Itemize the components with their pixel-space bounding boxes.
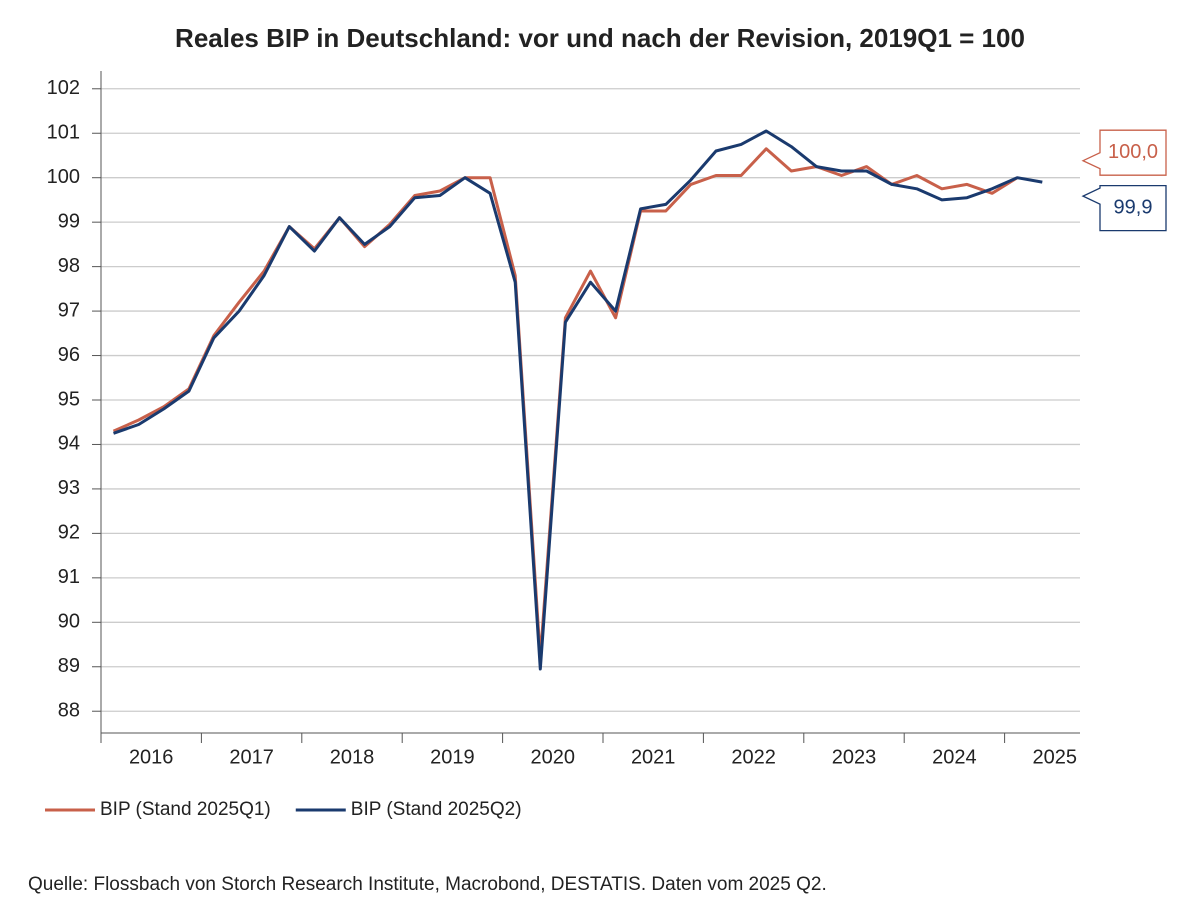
y-tick-label: 98: [58, 255, 80, 277]
y-tick-label: 100: [47, 166, 80, 188]
x-tick-label: 2024: [932, 746, 977, 768]
y-tick-label: 92: [58, 522, 80, 544]
y-tick-label: 91: [58, 566, 80, 588]
value-label: 99,9: [1114, 196, 1153, 218]
legend-label: BIP (Stand 2025Q2): [351, 799, 522, 820]
chart-title: Reales BIP in Deutschland: vor und nach …: [175, 23, 1025, 53]
y-tick-label: 94: [58, 433, 80, 455]
y-tick-label: 97: [58, 299, 80, 321]
x-tick-label: 2023: [832, 746, 877, 768]
x-tick-label: 2022: [731, 746, 776, 768]
series-line: [113, 129, 1043, 671]
y-tick-label: 89: [58, 655, 80, 677]
x-tick-label: 2019: [430, 746, 475, 768]
source-note: Quelle: Flossbach von Storch Research In…: [28, 874, 827, 895]
x-tick-label: 2018: [330, 746, 375, 768]
series-line: [112, 147, 1018, 660]
legend-label: BIP (Stand 2025Q1): [100, 799, 271, 820]
value-label: 100,0: [1108, 141, 1158, 163]
x-tick-label: 2017: [229, 746, 274, 768]
x-tick-label: 2016: [129, 746, 174, 768]
callout-box: [1081, 129, 1167, 176]
y-tick-label: 88: [58, 699, 80, 721]
y-tick-label: 99: [58, 210, 80, 232]
x-tick-label: 2025: [1033, 746, 1078, 768]
y-tick-label: 96: [58, 344, 80, 366]
x-tick-label: 2021: [631, 746, 676, 768]
y-tick-label: 90: [58, 611, 80, 633]
y-tick-label: 102: [47, 77, 80, 99]
x-tick-label: 2020: [531, 746, 576, 768]
y-tick-label: 93: [58, 477, 80, 499]
y-tick-label: 95: [58, 388, 80, 410]
y-tick-label: 101: [47, 122, 80, 144]
callout-box: [1081, 184, 1167, 232]
